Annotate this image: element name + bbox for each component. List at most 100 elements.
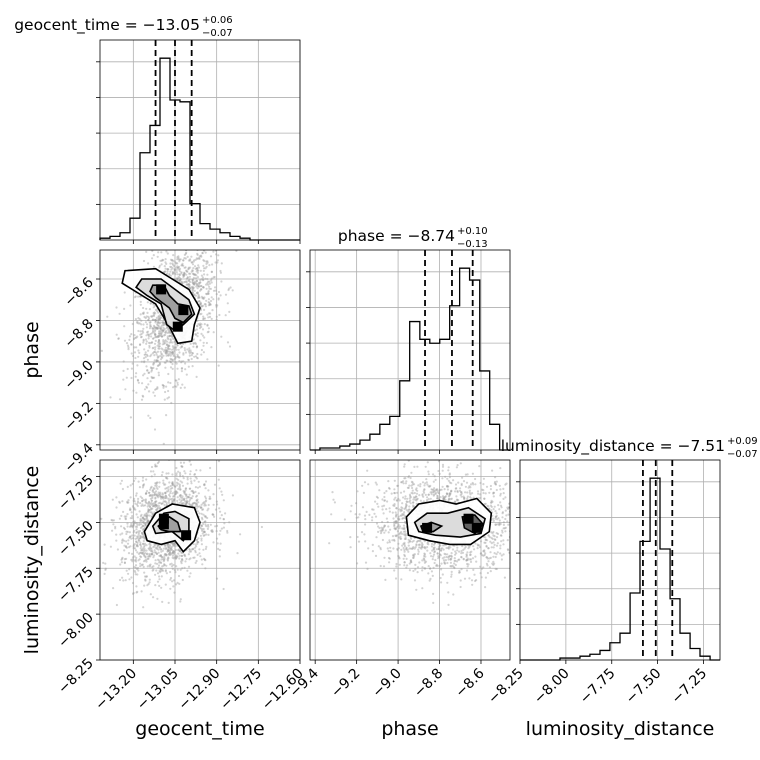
sample-point: [130, 343, 133, 346]
sample-point: [163, 556, 166, 559]
sample-point: [448, 473, 451, 476]
sample-point: [377, 505, 380, 508]
sample-point: [150, 341, 153, 344]
sample-point: [187, 365, 190, 368]
sample-point: [168, 551, 172, 554]
sample-point: [174, 490, 177, 493]
sample-point: [139, 555, 142, 558]
sample-point: [501, 529, 504, 532]
sample-point: [141, 551, 144, 555]
sample-point: [156, 327, 159, 330]
sample-point: [202, 264, 205, 267]
sample-point: [180, 264, 183, 267]
hist-bin: [640, 541, 650, 660]
sample-point: [129, 416, 132, 419]
sample-point: [117, 337, 120, 340]
sample-point: [401, 502, 404, 505]
sample-point: [200, 529, 204, 532]
sample-point: [167, 328, 170, 331]
sample-point: [136, 320, 139, 323]
sample-point: [134, 564, 138, 567]
sample-point: [382, 526, 386, 529]
sample-point: [407, 486, 410, 489]
sample-point: [123, 539, 126, 542]
sample-point: [146, 519, 150, 522]
sample-point: [143, 542, 147, 545]
sample-point: [172, 543, 175, 546]
sample-point: [403, 548, 406, 552]
sample-point: [215, 530, 218, 533]
sample-point: [111, 529, 114, 532]
sample-point: [409, 496, 412, 499]
sample-point: [128, 536, 131, 539]
sample-point: [403, 564, 406, 567]
sample-point: [144, 499, 147, 502]
sample-point: [171, 473, 174, 476]
sample-point: [150, 315, 153, 318]
sample-point: [150, 367, 153, 370]
sample-point: [183, 274, 186, 277]
sample-point: [148, 565, 152, 568]
sample-point: [204, 567, 207, 570]
sample-point: [185, 273, 188, 276]
sample-point: [161, 600, 164, 604]
sample-point: [169, 544, 172, 548]
sample-point: [122, 360, 125, 363]
sample-point: [200, 524, 204, 528]
hist-bin: [130, 218, 140, 240]
sample-point: [198, 285, 201, 288]
sample-point: [136, 566, 140, 570]
sample-point: [164, 497, 167, 500]
sample-point: [122, 526, 126, 530]
sample-point: [180, 367, 184, 370]
sample-point: [200, 512, 203, 515]
sample-point: [156, 327, 159, 330]
sample-point: [134, 295, 137, 298]
sample-point: [208, 303, 212, 306]
sample-point: [188, 502, 191, 505]
sample-point: [141, 479, 144, 482]
sample-point: [162, 329, 165, 332]
sample-point: [168, 274, 171, 277]
sample-point: [180, 502, 183, 505]
sample-point: [156, 324, 159, 327]
sample-point: [172, 585, 175, 588]
sample-point: [129, 508, 132, 511]
sample-point: [167, 548, 170, 552]
sample-point: [446, 477, 449, 480]
sample-point: [433, 561, 436, 565]
sample-point: [196, 283, 199, 286]
sample-point: [206, 282, 209, 285]
sample-point: [162, 482, 165, 485]
sample-point: [161, 496, 164, 499]
sample-point: [189, 487, 192, 490]
sample-point: [137, 295, 140, 298]
sample-point: [130, 576, 133, 579]
sample-point: [194, 561, 197, 565]
sample-point: [355, 502, 358, 505]
sample-point: [132, 545, 135, 548]
sample-point: [172, 337, 175, 341]
sample-point: [515, 523, 517, 525]
sample-point: [191, 495, 194, 498]
sample-point: [157, 318, 160, 321]
sample-point: [193, 282, 196, 285]
sample-point: [181, 499, 184, 502]
sample-point: [162, 326, 165, 329]
sample-point: [155, 335, 158, 338]
sample-point: [153, 554, 156, 557]
sample-point: [452, 593, 455, 596]
sample-point: [178, 270, 181, 273]
sample-point: [196, 332, 199, 335]
sample-point: [147, 262, 150, 265]
sample-point: [460, 568, 463, 571]
sample-point: [205, 545, 208, 549]
sample-point: [220, 514, 223, 517]
sample-point: [141, 536, 144, 539]
sample-point: [145, 353, 149, 356]
sample-point: [168, 344, 171, 348]
sample-point: [192, 491, 195, 495]
sample-point: [456, 499, 459, 502]
sample-point: [140, 549, 143, 552]
sample-point: [398, 527, 401, 530]
